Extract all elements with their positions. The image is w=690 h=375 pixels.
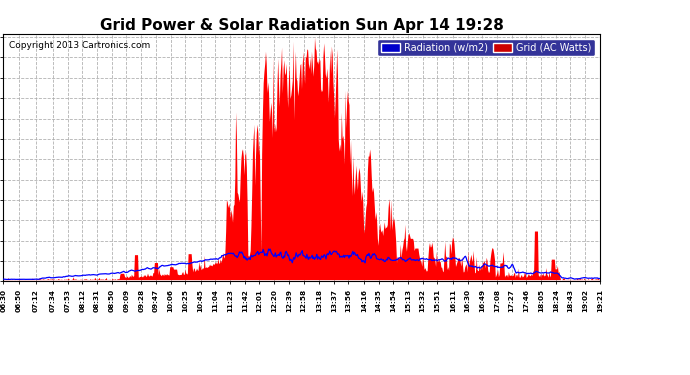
Title: Grid Power & Solar Radiation Sun Apr 14 19:28: Grid Power & Solar Radiation Sun Apr 14 … <box>100 18 504 33</box>
Legend: Radiation (w/m2), Grid (AC Watts): Radiation (w/m2), Grid (AC Watts) <box>377 39 595 56</box>
Text: Copyright 2013 Cartronics.com: Copyright 2013 Cartronics.com <box>10 41 150 50</box>
